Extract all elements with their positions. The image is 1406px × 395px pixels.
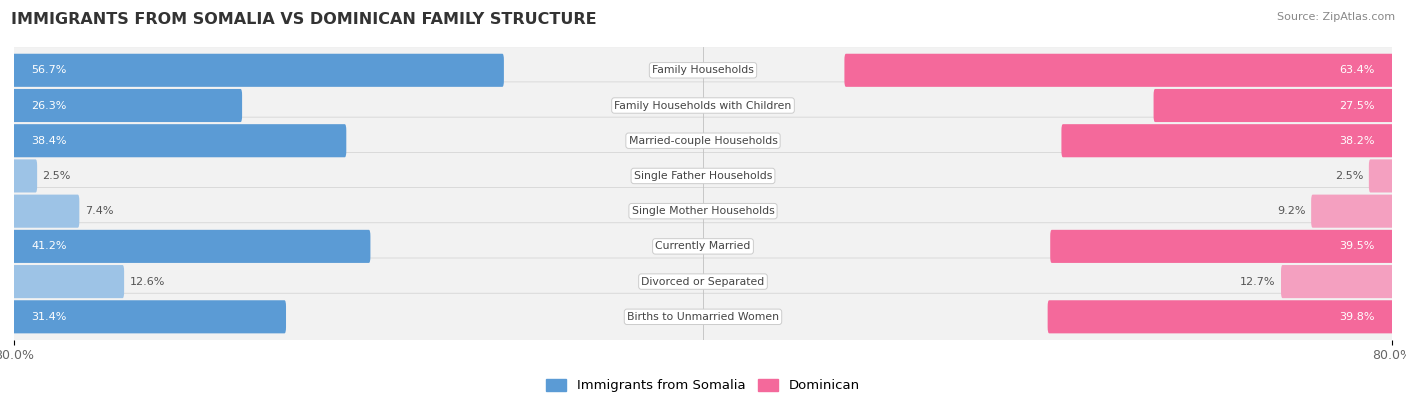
FancyBboxPatch shape — [13, 195, 79, 228]
Text: Currently Married: Currently Married — [655, 241, 751, 251]
FancyBboxPatch shape — [1062, 124, 1393, 157]
FancyBboxPatch shape — [1312, 195, 1393, 228]
Text: 41.2%: 41.2% — [31, 241, 66, 251]
FancyBboxPatch shape — [1047, 300, 1393, 333]
Text: 26.3%: 26.3% — [31, 100, 66, 111]
Text: Single Mother Households: Single Mother Households — [631, 206, 775, 216]
FancyBboxPatch shape — [13, 124, 346, 157]
Text: 2.5%: 2.5% — [1336, 171, 1364, 181]
Text: 56.7%: 56.7% — [31, 65, 66, 75]
FancyBboxPatch shape — [11, 82, 1395, 129]
FancyBboxPatch shape — [11, 293, 1395, 340]
Text: Family Households with Children: Family Households with Children — [614, 100, 792, 111]
Legend: Immigrants from Somalia, Dominican: Immigrants from Somalia, Dominican — [541, 373, 865, 395]
Text: 27.5%: 27.5% — [1340, 100, 1375, 111]
FancyBboxPatch shape — [845, 54, 1393, 87]
FancyBboxPatch shape — [13, 300, 285, 333]
FancyBboxPatch shape — [11, 188, 1395, 235]
Text: Married-couple Households: Married-couple Households — [628, 136, 778, 146]
Text: 31.4%: 31.4% — [31, 312, 66, 322]
FancyBboxPatch shape — [13, 160, 37, 192]
Text: 9.2%: 9.2% — [1277, 206, 1306, 216]
Text: Family Households: Family Households — [652, 65, 754, 75]
Text: 7.4%: 7.4% — [84, 206, 112, 216]
FancyBboxPatch shape — [11, 152, 1395, 199]
Text: 39.5%: 39.5% — [1340, 241, 1375, 251]
Text: Births to Unmarried Women: Births to Unmarried Women — [627, 312, 779, 322]
Text: Divorced or Separated: Divorced or Separated — [641, 276, 765, 287]
Text: IMMIGRANTS FROM SOMALIA VS DOMINICAN FAMILY STRUCTURE: IMMIGRANTS FROM SOMALIA VS DOMINICAN FAM… — [11, 12, 598, 27]
FancyBboxPatch shape — [11, 47, 1395, 94]
FancyBboxPatch shape — [11, 258, 1395, 305]
FancyBboxPatch shape — [1281, 265, 1393, 298]
Text: 12.7%: 12.7% — [1240, 276, 1275, 287]
FancyBboxPatch shape — [11, 223, 1395, 270]
FancyBboxPatch shape — [1369, 160, 1393, 192]
FancyBboxPatch shape — [11, 117, 1395, 164]
FancyBboxPatch shape — [13, 230, 370, 263]
Text: 63.4%: 63.4% — [1340, 65, 1375, 75]
FancyBboxPatch shape — [13, 54, 503, 87]
Text: Source: ZipAtlas.com: Source: ZipAtlas.com — [1277, 12, 1395, 22]
Text: 12.6%: 12.6% — [129, 276, 165, 287]
Text: 38.2%: 38.2% — [1340, 136, 1375, 146]
FancyBboxPatch shape — [1050, 230, 1393, 263]
FancyBboxPatch shape — [13, 265, 124, 298]
Text: 38.4%: 38.4% — [31, 136, 66, 146]
FancyBboxPatch shape — [13, 89, 242, 122]
Text: Single Father Households: Single Father Households — [634, 171, 772, 181]
Text: 2.5%: 2.5% — [42, 171, 70, 181]
Text: 39.8%: 39.8% — [1340, 312, 1375, 322]
FancyBboxPatch shape — [1153, 89, 1393, 122]
